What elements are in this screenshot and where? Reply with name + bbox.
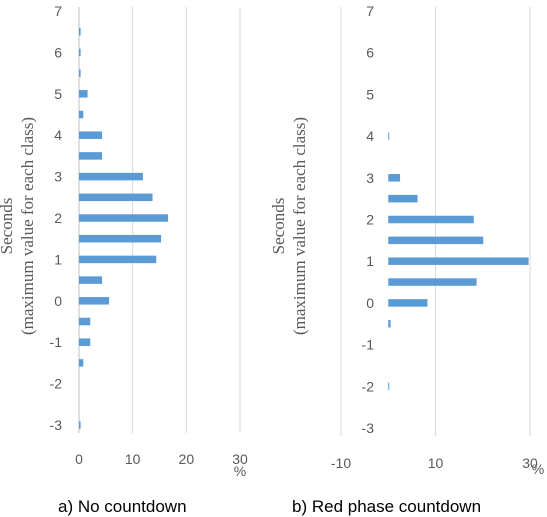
panel-a-y-tick-label: 0 [54, 293, 62, 309]
panel-b-bars [388, 132, 529, 391]
panel-a-y-tick-label: 4 [54, 127, 62, 143]
panel-a-y-tick-label: -2 [50, 376, 63, 392]
panel-a-bar [79, 110, 84, 119]
panel-b-x-tick-label: 30 [522, 455, 538, 471]
panel-b-bar [388, 215, 474, 224]
panel-b-bar [388, 299, 428, 307]
panel-a-x-tick-label: 0 [75, 451, 83, 467]
panel-a-bar [79, 152, 103, 160]
panel-a-y-tick-label: 3 [54, 169, 62, 185]
panel-b-x-tick-label: 10 [428, 455, 444, 471]
panel-b-bar [388, 257, 529, 265]
panel-b-y-tick-label: -1 [362, 337, 375, 353]
panel-b-y-ticks: -3 -2 -1 0 1 2 3 4 5 6 7 [362, 3, 375, 436]
panel-b-y-tick-label: 7 [366, 3, 374, 19]
panel-a-bars [79, 27, 169, 429]
panel-a-bar [79, 338, 91, 346]
panel-a-bar [79, 276, 103, 284]
panel-a-caption: a) No countdown [58, 497, 187, 516]
panel-b-bar [388, 278, 477, 286]
panel-a-bar [79, 69, 81, 77]
panel-b-y-tick-label: 1 [366, 253, 374, 269]
panel-a-x-ticks: 0 10 20 30 [75, 451, 248, 467]
panel-b-bar [388, 174, 401, 182]
panel-b-y-tick-label: 4 [366, 128, 374, 144]
panel-a-x-tick-label: 10 [125, 451, 141, 467]
panel-a-y-tick-label: -1 [50, 334, 63, 350]
panel-b-bar [388, 132, 390, 140]
panel-a-y-tick-label: 2 [54, 210, 62, 226]
panel-a-bar [79, 317, 91, 326]
panel-b-y-tick-label: -2 [362, 378, 375, 394]
panel-a-bar [79, 421, 81, 429]
panel-b-bar [388, 236, 484, 245]
panel-a-y-tick-label: 1 [54, 251, 62, 267]
panel-a-x-tick-label: 20 [179, 451, 195, 467]
panel-a-bar [79, 359, 84, 367]
panel-a-x-tick-label: 30 [232, 451, 248, 467]
panel-a-y-tick-label: 5 [54, 86, 62, 102]
panel-a-unit-label: % [234, 463, 246, 479]
panel-b-unit-label: % [532, 461, 544, 477]
panel-b-bar [388, 194, 418, 203]
panel-a-bar [79, 255, 157, 264]
panel-a-bar [79, 131, 103, 139]
panel-b-bar [388, 382, 390, 391]
panel-a-y-axis-subtitle: (maximum value for each class) [18, 117, 37, 335]
panel-b-y-tick-label: 0 [366, 295, 374, 311]
panel-a-bar [79, 234, 162, 243]
panel-a-bar [79, 172, 143, 181]
panel-b-y-tick-label: -3 [362, 420, 375, 436]
panel-b-y-axis-title: Seconds [269, 198, 288, 255]
panel-a-bar [79, 90, 88, 98]
panel-b-y-tick-label: 5 [366, 86, 374, 102]
panel-b-x-tick-label: -10 [331, 455, 351, 471]
panel-a-bar [79, 214, 169, 222]
panel-a-y-ticks: -3 -2 -1 0 1 2 3 4 5 6 7 [50, 3, 63, 433]
panel-a-y-tick-label: 6 [54, 44, 62, 60]
panel-no-countdown: -3 -2 -1 0 1 2 3 4 5 6 7 0 10 20 30 % Seconds (maximu… [0, 3, 248, 516]
panel-b-x-ticks: -10 10 30 [331, 455, 538, 471]
panel-b-y-tick-label: 3 [366, 170, 374, 186]
panel-b-y-tick-label: 6 [366, 45, 374, 61]
panel-b-caption: b) Red phase countdown [292, 497, 481, 516]
panel-b-bar [388, 320, 391, 328]
panel-a-bar [79, 297, 110, 305]
panel-a-bar [79, 27, 81, 36]
panel-a-bar [79, 193, 153, 202]
panel-a-y-tick-label: -3 [50, 417, 63, 433]
panel-a-y-axis-title: Seconds [0, 198, 16, 255]
panel-a-bar [79, 48, 81, 57]
panel-a-y-tick-label: 7 [54, 3, 62, 19]
panel-b-y-tick-label: 2 [366, 212, 374, 228]
panel-b-y-axis-subtitle: (maximum value for each class) [290, 117, 309, 335]
